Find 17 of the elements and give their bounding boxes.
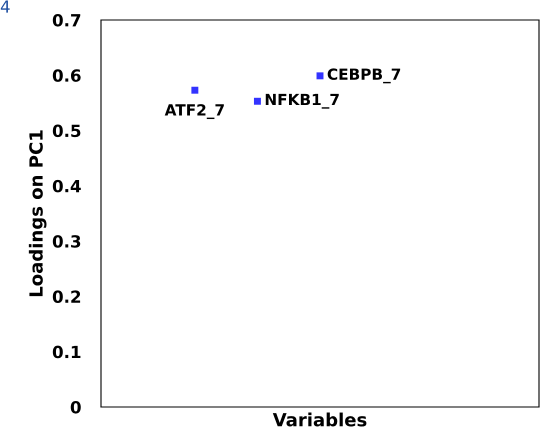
y-tick-label: 0.7 bbox=[52, 14, 80, 27]
x-axis-title: Variables bbox=[272, 412, 366, 427]
y-tick-label: 0 bbox=[70, 400, 81, 414]
point bbox=[254, 98, 261, 105]
text: 4 bbox=[0, 0, 10, 13]
point bbox=[316, 72, 324, 80]
y-tick-label: 0.5 bbox=[52, 124, 80, 138]
y-tick-label: 0.2 bbox=[52, 290, 80, 303]
y-tick-label: 0.4 bbox=[52, 180, 81, 192]
annotation: NFKB1_7 bbox=[266, 94, 339, 109]
y-tick-label: 0.3 bbox=[52, 235, 80, 248]
annotation: ATF2_7 bbox=[164, 104, 224, 120]
y-tick-label: 0.6 bbox=[52, 69, 81, 82]
annotation: CEBPB_7 bbox=[328, 68, 400, 84]
y-axis-title: Loadings on PC1 bbox=[28, 130, 46, 296]
point bbox=[191, 86, 198, 94]
y-tick-label: 0.1 bbox=[52, 346, 80, 358]
